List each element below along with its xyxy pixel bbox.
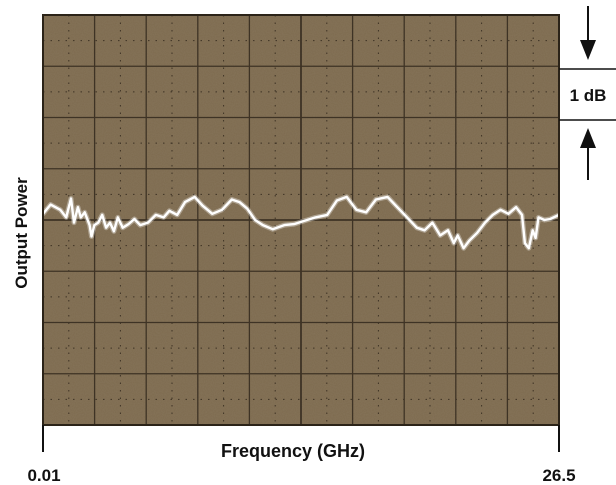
output-power-trace <box>41 195 561 250</box>
x-tick-label-start: 0.01 <box>27 466 60 485</box>
scale-annotation: 1 dB <box>559 6 616 180</box>
y-axis-label: Output Power <box>12 177 31 289</box>
scale-arrow-down-icon <box>580 40 596 60</box>
x-axis-label: Frequency (GHz) <box>221 441 365 461</box>
scale-label: 1 dB <box>570 86 607 105</box>
plot-frame <box>42 14 560 426</box>
graticule <box>43 15 559 425</box>
x-tick-label-end: 26.5 <box>542 466 575 485</box>
scale-arrow-up-icon <box>580 128 596 148</box>
